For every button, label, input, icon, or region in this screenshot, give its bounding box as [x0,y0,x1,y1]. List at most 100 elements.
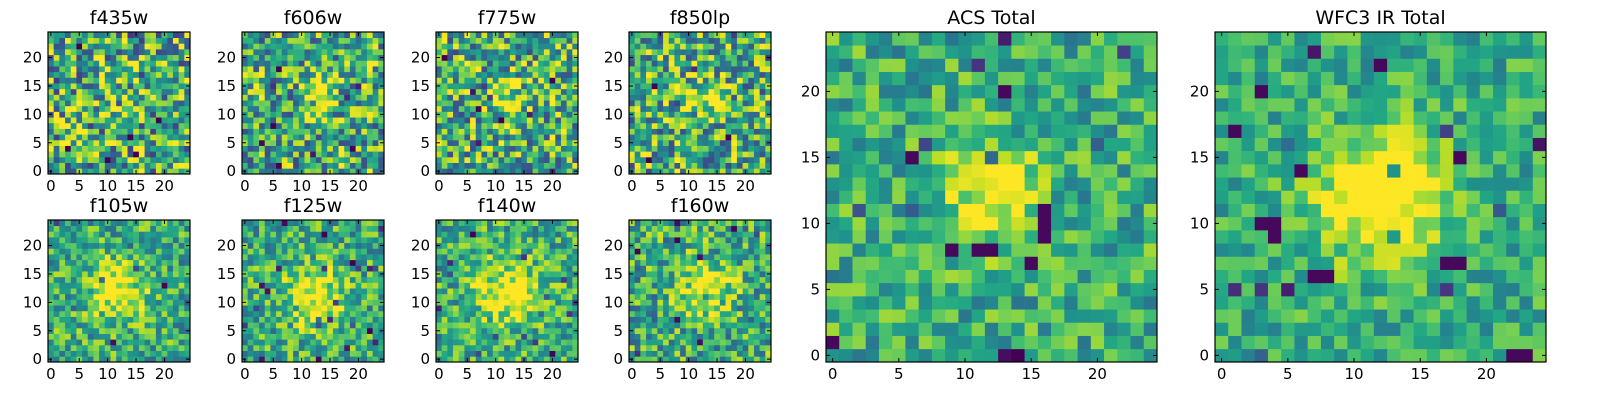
heatmap-cell [116,322,123,329]
heatmap-cell [155,60,162,67]
heatmap-cell [504,237,511,244]
heatmap-cell [748,162,755,169]
heatmap-cell [509,94,516,101]
heatmap-cell [110,242,117,249]
heatmap-cell [640,288,647,295]
heatmap-cell [714,276,721,283]
heatmap-cell [651,66,658,73]
heatmap-cell [172,117,179,124]
heatmap-cell [99,310,106,317]
heatmap-cell [725,162,732,169]
heatmap-cell [82,237,89,244]
heatmap-cell [349,94,356,101]
heatmap-cell [629,282,636,289]
heatmap-cell [327,237,334,244]
heatmap-cell [464,242,471,249]
heatmap-cell [127,37,134,44]
heatmap-cell [572,122,579,129]
heatmap-cell [99,32,106,39]
heatmap-cell [167,49,174,56]
heatmap-cell [549,333,556,340]
heatmap-cell [663,271,670,278]
heatmap-cell [691,105,698,112]
heatmap-cell [161,316,168,323]
heatmap-cell [298,259,305,266]
heatmap-cell [304,134,311,141]
heatmap-cell [82,71,89,78]
heatmap-cell [492,145,499,152]
heatmap-cell [304,77,311,84]
heatmap-cell [327,43,334,50]
heatmap-cell [372,162,379,169]
heatmap-cell [172,248,179,255]
heatmap-cell [48,282,55,289]
heatmap-cell [697,344,704,351]
heatmap-cell [663,156,670,163]
heatmap-cell [247,94,254,101]
heatmap-cell [640,94,647,101]
heatmap-cell [349,356,356,363]
heatmap-cell [748,37,755,44]
heatmap-cell [634,305,641,312]
heatmap-cell [264,88,271,95]
heatmap-cell [264,60,271,67]
heatmap-cell [532,220,539,227]
heatmap-cell [441,105,448,112]
heatmap-cell [281,225,288,232]
heatmap-cell [521,265,528,272]
heatmap-cell [572,32,579,39]
heatmap-cell [65,316,72,323]
heatmap-cell [127,100,134,107]
heatmap-cell [640,156,647,163]
heatmap-cell [264,168,271,175]
heatmap-cell [172,77,179,84]
heatmap-cell [470,356,477,363]
heatmap-cell [76,282,83,289]
heatmap-cell [629,293,636,300]
heatmap-cell [532,248,539,255]
heatmap-cell [253,134,260,141]
heatmap-cell [361,105,368,112]
heatmap-cell [87,111,94,118]
heatmap-cell [759,122,766,129]
heatmap-cell [48,231,55,238]
heatmap-cell [259,37,266,44]
heatmap-cell [116,49,123,56]
heatmap-cell [663,83,670,90]
heatmap-cell [70,122,77,129]
heatmap-cell [287,168,294,175]
heatmap-cell [731,310,738,317]
heatmap-cell [464,327,471,334]
heatmap-cell [464,151,471,158]
heatmap-cell [161,122,168,129]
heatmap-cell [453,105,460,112]
heatmap-cell [532,49,539,56]
heatmap-cell [361,305,368,312]
heatmap-cell [76,88,83,95]
heatmap-cell [332,94,339,101]
heatmap-cell [110,225,117,232]
heatmap-cell [344,344,351,351]
heatmap-cell [441,276,448,283]
heatmap-cell [487,43,494,50]
heatmap-cell [532,282,539,289]
heatmap-cell [99,128,106,135]
x-tick-label: 15 [514,365,533,383]
heatmap-cell [310,94,317,101]
heatmap-cell [702,305,709,312]
heatmap-cell [253,237,260,244]
heatmap-cell [464,49,471,56]
heatmap-cell [492,316,499,323]
heatmap-cell [349,231,356,238]
heatmap-cell [674,271,681,278]
heatmap-cell [276,117,283,124]
heatmap-cell [521,156,528,163]
heatmap-cell [87,259,94,266]
heatmap-cell [629,305,636,312]
heatmap-cell [144,94,151,101]
heatmap-cell [99,66,106,73]
heatmap-cell [167,60,174,67]
heatmap-cell [104,288,111,295]
heatmap-cell [441,299,448,306]
heatmap-cell [646,356,653,363]
